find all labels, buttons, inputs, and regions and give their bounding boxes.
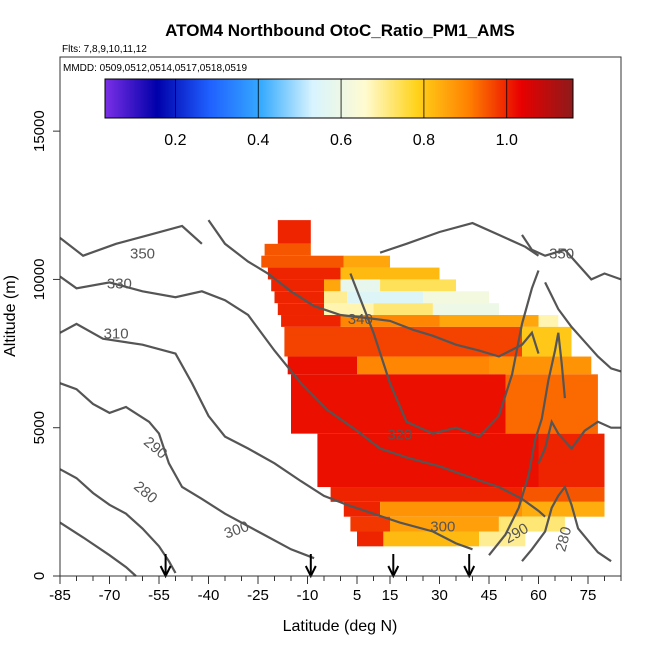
x-tick-label: 45	[481, 587, 498, 604]
contour-line	[207, 219, 540, 358]
contour-line	[59, 224, 203, 257]
colorbar-gradient	[104, 78, 574, 119]
colorbar-tick-label: 0.4	[247, 132, 269, 149]
y-tick-label: 0	[31, 572, 48, 580]
y-axis: 0 5000 10000 15000	[31, 110, 60, 580]
colorbar-tick-label: 0.8	[413, 132, 435, 149]
colorbar: 0.2 0.4 0.6 0.8 1.0	[104, 78, 574, 149]
x-tick-label: 5	[353, 587, 361, 604]
contour-label: 300	[430, 519, 455, 536]
heatmap-cell	[380, 279, 456, 292]
contour-label: 320	[387, 427, 412, 444]
contour-label: 300	[222, 518, 251, 543]
colorbar-tick-label: 0.6	[330, 132, 352, 149]
heatmap-cell	[357, 531, 384, 547]
heatmap-cell	[357, 356, 489, 375]
heatmap-cell	[538, 315, 559, 327]
y-axis-label: Altitude (m)	[2, 275, 19, 357]
heatmap-cell	[489, 356, 592, 375]
heatmap-cell	[522, 487, 605, 502]
colorbar-tick-label: 1.0	[496, 132, 518, 149]
heatmap-cell	[277, 220, 311, 244]
contour-label: 350	[549, 246, 574, 263]
flight-markers	[159, 554, 476, 579]
contour-line	[537, 418, 621, 464]
heatmap-cell	[340, 279, 381, 292]
contour-label: 280	[130, 478, 160, 507]
heatmap-cell	[343, 255, 390, 268]
x-tick-label: -25	[247, 587, 269, 604]
x-tick-label: -40	[198, 587, 220, 604]
contour-lines	[59, 219, 622, 577]
x-tick-label: -55	[148, 587, 170, 604]
contour-line	[521, 234, 622, 281]
contour-label: 310	[104, 326, 129, 343]
contour-line	[59, 468, 177, 574]
heatmap-cell	[373, 303, 433, 316]
heatmap-cell	[340, 267, 440, 280]
heatmap-cell	[271, 279, 324, 292]
flights-label: Flts: 7,8,9,10,11,12	[62, 44, 147, 55]
heatmap-cell	[423, 291, 489, 304]
heatmap-cell	[317, 433, 539, 488]
contour-line	[59, 275, 546, 518]
contour-label: 280	[552, 525, 575, 554]
heatmap-cell	[264, 243, 311, 256]
y-tick-label: 15000	[31, 110, 48, 152]
heatmap-cell	[522, 326, 572, 357]
heatmap-cell	[267, 267, 341, 280]
heatmap-cell	[522, 501, 605, 517]
x-tick-label: 30	[431, 587, 448, 604]
dates-label: MMDD: 0509,0512,0514,0517,0518,0519	[63, 63, 247, 74]
contour-label: 330	[107, 275, 132, 292]
heatmap-cell	[330, 487, 522, 502]
chart-title: ATOM4 Northbound OtoC_Ratio_PM1_AMS	[165, 21, 515, 40]
x-tick-label: -10	[297, 587, 319, 604]
contour-label: 290	[140, 433, 170, 462]
heatmap-cell	[538, 433, 605, 488]
contour-line	[349, 270, 540, 438]
contour-line	[544, 281, 622, 373]
contour-line	[488, 332, 566, 556]
heatmap-cells	[261, 220, 605, 547]
y-tick-label: 5000	[31, 411, 48, 444]
heatmap-cell	[350, 516, 390, 532]
heatmap-cell	[277, 303, 324, 316]
heatmap-cell	[439, 315, 539, 327]
heatmap-cell	[347, 291, 423, 304]
heatmap-cell	[432, 303, 499, 316]
x-tick-label: -85	[49, 587, 71, 604]
contour-line	[521, 484, 612, 563]
contour-line	[379, 221, 540, 257]
contour-line	[59, 521, 137, 577]
heatmap-cell	[324, 279, 341, 292]
contour-label: 340	[348, 311, 373, 328]
contour-line	[59, 382, 315, 560]
contour-label: 350	[130, 246, 155, 263]
x-tick-label: 60	[530, 587, 547, 604]
heatmap-cell	[324, 291, 348, 304]
x-tick-label: -70	[99, 587, 121, 604]
heatmap-cell	[380, 501, 522, 517]
colorbar-tick-label: 0.2	[164, 132, 186, 149]
y-tick-label: 10000	[31, 259, 48, 301]
contour-line	[59, 322, 473, 551]
heatmap-cell	[324, 303, 374, 316]
x-tick-label: 75	[580, 587, 597, 604]
x-axis-label: Latitude (deg N)	[283, 618, 398, 635]
x-tick-label: 15	[382, 587, 399, 604]
x-axis: -85 -70 -55 -40 -25 -10 5 15 30 45 60 75	[49, 575, 622, 604]
heatmap-cell	[261, 255, 344, 268]
heatmap-cell	[281, 315, 341, 327]
heatmap-cell	[287, 356, 357, 375]
